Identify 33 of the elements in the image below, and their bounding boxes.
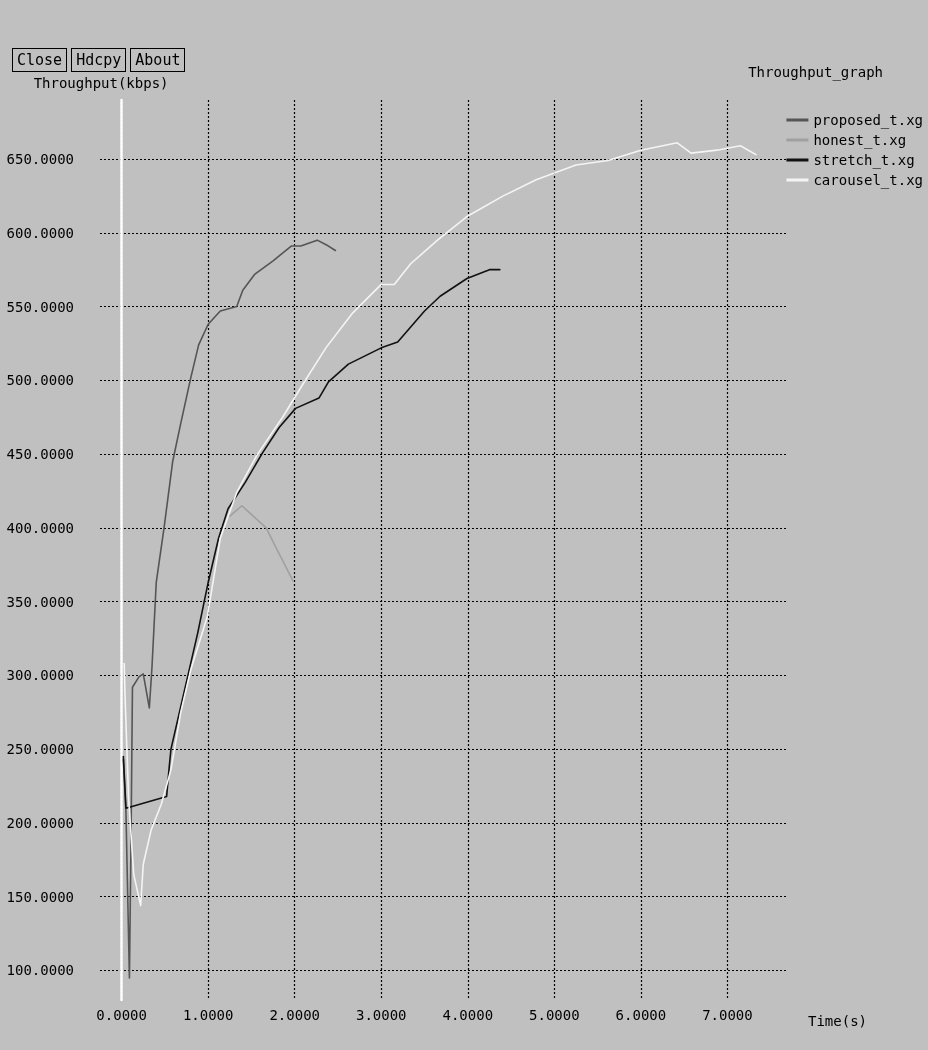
y-tick-label: 300.0000 — [6, 667, 74, 684]
line-series — [122, 239, 337, 979]
y-tick-label: 400.0000 — [6, 519, 74, 536]
x-tick-label: 2.0000 — [269, 1007, 321, 1023]
x-tick-label: 1.0000 — [182, 1007, 234, 1023]
line-series — [122, 268, 501, 809]
x-tick-label: 7.0000 — [702, 1007, 753, 1023]
x-tick-label: 4.0000 — [442, 1007, 494, 1023]
y-tick-label: 500.0000 — [6, 372, 74, 389]
text: Close — [12, 48, 68, 72]
y-tick-label: 650.0000 — [6, 151, 74, 168]
y-axis-title: Throughput(kbps) — [33, 75, 169, 91]
x-tick-label: 3.0000 — [355, 1007, 407, 1023]
chart-title: Throughput_graph — [748, 64, 883, 81]
y-tick-label: 100.0000 — [6, 962, 74, 979]
y-tick-label: 200.0000 — [6, 814, 74, 831]
y-tick-label: 350.0000 — [6, 593, 74, 610]
x-tick-label: 6.0000 — [615, 1007, 667, 1023]
legend-label: stretch_t.xg — [813, 152, 915, 169]
legend-label: proposed_t.xg — [813, 112, 923, 129]
y-tick-label: 250.0000 — [6, 741, 74, 758]
y-tick-label: 450.0000 — [6, 446, 74, 463]
y-tick-label: 550.0000 — [6, 298, 74, 315]
line-series — [229, 504, 294, 582]
legend-label: carousel_t.xg — [813, 172, 923, 189]
x-axis-title: Time(s) — [808, 1013, 868, 1029]
text: Hdcpy — [71, 48, 127, 72]
y-tick-label: 150.0000 — [6, 888, 74, 905]
x-tick-label: 0.0000 — [96, 1007, 147, 1023]
text: About — [130, 48, 186, 72]
y-tick-label: 600.0000 — [6, 224, 74, 241]
x-tick-label: 5.0000 — [529, 1007, 580, 1023]
legend-label: honest_t.xg — [813, 132, 907, 149]
